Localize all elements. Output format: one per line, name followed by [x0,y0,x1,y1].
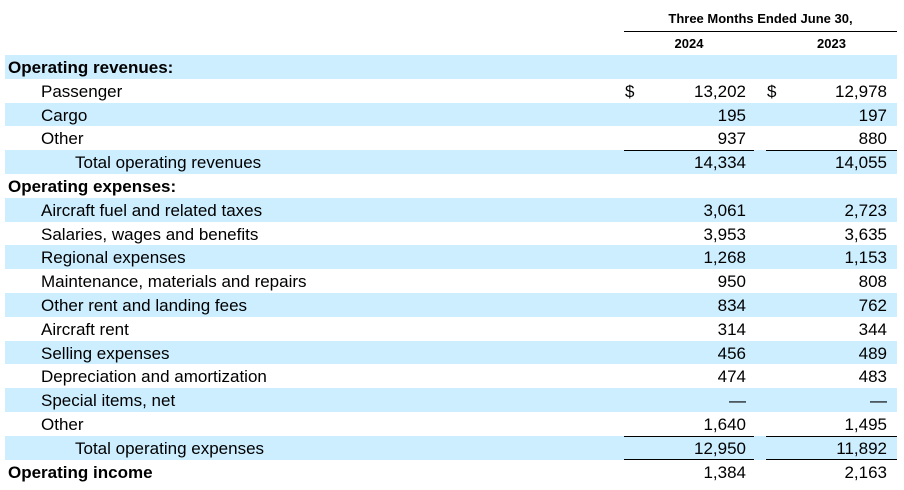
value-2023: 12,978 [835,81,887,101]
value-2023: 11,892 [836,438,887,458]
table-row: Other 937 880 [5,126,897,150]
subtotal-rule [766,150,897,152]
row-label: Depreciation and amortization [41,367,267,387]
value-2023: 2,723 [844,200,887,220]
row-label: Regional expenses [41,248,186,268]
table-row: Other 1,640 1,495 [5,412,897,436]
subtotal-rule [624,435,754,437]
table-row: Other rent and landing fees 834 762 [5,292,897,317]
value-2023: — [870,391,887,411]
value-2023: 762 [858,295,887,315]
value-2024: 474 [717,367,746,387]
value-2024: 314 [717,319,746,339]
value-2023: 489 [858,343,887,363]
row-label: Special items, net [41,391,176,411]
value-2024: 3,953 [703,224,746,244]
table-row: Selling expenses 456 489 [5,340,897,365]
value-2024: 12,950 [694,438,746,458]
table-row: Total operating expenses 12,950 11,892 [5,435,897,460]
value-2023: 3,635 [844,224,887,244]
value-2024: 937 [717,129,746,149]
row-label: Cargo [41,105,88,125]
table-row: Aircraft fuel and related taxes 3,061 2,72… [5,197,897,222]
value-2023: 2,163 [844,462,887,482]
table-row: Passenger $ $13,202 12,978 [5,79,897,103]
row-label: Salaries, wages and benefits [41,224,259,244]
row-label: Passenger [41,81,123,101]
row-label: Aircraft fuel and related taxes [41,200,263,220]
value-2024: 456 [717,343,746,363]
value-2024: 14,334 [694,153,746,173]
value-2023: 344 [858,319,887,339]
row-label: Other rent and landing fees [41,295,248,315]
row-label: Aircraft rent [41,319,129,339]
value-2024: — [729,391,746,411]
row-label: Maintenance, materials and repairs [41,272,307,292]
table-row: Maintenance, materials and repairs 950 808 [5,269,897,293]
row-label: Operating revenues: [8,58,174,77]
row-label: Other [41,129,84,149]
row-label: Operating income [8,462,153,482]
total-rule [766,458,897,460]
value-2023: 14,055 [835,153,887,173]
row-label: Other [41,414,84,434]
value-2024: 834 [717,295,746,315]
value-2023: 483 [858,367,887,387]
table-row: Operating income 1,384 2,163 [5,460,897,484]
total-rule [624,458,754,460]
table-row: Operating expenses: [5,174,897,198]
value-2024: 1,640 [703,414,746,434]
table-row: Depreciation and amortization 474 483 [5,364,897,388]
row-label: Total operating expenses [75,438,265,458]
column-header-2023: 2023 [766,36,897,57]
table-row: Regional expenses 1,268 1,153 [5,245,897,270]
income-statement-table: Operating revenues: Passenger $ $13,202 12,9… [5,55,897,483]
row-label: Operating expenses: [8,176,177,196]
currency-symbol: $ [767,81,777,101]
value-2023: 1,495 [844,414,887,434]
value-2023: 880 [858,129,887,149]
value-2024: 950 [717,272,746,292]
subtotal-rule [766,435,897,437]
row-label: Selling expenses [41,343,170,363]
table-row: Total operating revenues 14,334 14,055 [5,150,897,174]
subtotal-rule [624,150,754,152]
table-row: Operating revenues: [5,55,897,79]
table-row: Special items, net — — [5,388,897,412]
column-header-period: Three Months Ended June 30, [624,11,897,32]
currency-symbol: $ [625,81,635,101]
row-label: Total operating revenues [75,153,262,173]
value-2023: 808 [858,272,887,292]
table-row: Salaries, wages and benefits 3,953 3,635 [5,222,897,246]
column-header-2024: 2024 [624,36,754,57]
value-2023: 197 [858,105,887,125]
table-row: Aircraft rent 314 344 [5,317,897,341]
value-2024: 195 [717,105,746,125]
value-2024: 13,202 [694,81,746,101]
table-row: Cargo 195 197 [5,102,897,127]
value-2024: 3,061 [703,200,746,220]
value-2024: 1,384 [703,462,746,482]
value-2024: 1,268 [703,248,746,268]
value-2023: 1,153 [844,248,887,268]
